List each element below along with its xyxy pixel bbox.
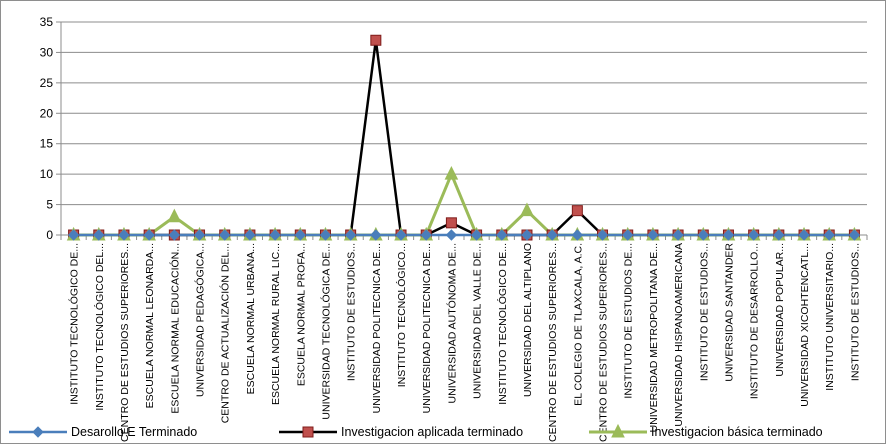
data-point bbox=[798, 229, 810, 241]
x-category-label: UNIVERSIDAD DEL ALTIPLANO bbox=[522, 243, 534, 397]
x-category-label: ESCUELA NORMAL EDUCACIÓN... bbox=[168, 243, 181, 414]
legend-label: Investigacion aplicada terminado bbox=[341, 425, 523, 439]
data-point bbox=[118, 229, 130, 241]
data-point bbox=[596, 229, 609, 241]
legend-item-0: Desarollo E Terminado bbox=[9, 425, 197, 439]
data-point bbox=[747, 229, 760, 241]
legend-marker bbox=[302, 426, 314, 438]
data-point bbox=[444, 166, 459, 180]
legend-label: Desarollo E Terminado bbox=[71, 425, 197, 439]
data-point bbox=[143, 229, 155, 241]
data-point bbox=[496, 229, 508, 241]
data-point bbox=[672, 229, 684, 241]
x-category-label: UNIVERSIDAD POLITECNICA DE... bbox=[421, 243, 433, 413]
x-category-label: UNIVERSIDAD AUTÓNOMA DE... bbox=[445, 243, 458, 403]
data-point bbox=[344, 229, 357, 241]
x-category-label: INSTITUTO TECNOLÓGICO DE... bbox=[496, 243, 509, 405]
y-tick-label: 20 bbox=[40, 106, 54, 120]
data-point bbox=[622, 229, 634, 241]
data-point bbox=[571, 229, 584, 241]
data-point bbox=[93, 229, 105, 241]
legend-marker bbox=[32, 426, 44, 438]
x-category-label: UNIVERSIDAD METROPOLITANA DE... bbox=[648, 243, 660, 432]
legend-item-1: Investigacion aplicada terminado bbox=[279, 425, 523, 439]
legend-label: Investigacion básica terminado bbox=[651, 425, 823, 439]
x-category-label: EL COLEGIO DE TLAXCALA, A.C. bbox=[572, 243, 584, 406]
data-point bbox=[823, 229, 835, 241]
y-tick-label: 0 bbox=[46, 228, 53, 242]
legend: Desarollo E Terminado Investigacion aplic… bbox=[9, 423, 823, 439]
x-axis-categories: INSTITUTO TECNOLÓGICO DE... INSTITUTO TEC… bbox=[60, 235, 868, 442]
data-point bbox=[67, 229, 80, 241]
x-category-label: UNIVERSIDAD SANTANDER bbox=[723, 243, 735, 382]
x-category-label: UNIVERSIDAD DEL VALLE DE... bbox=[472, 243, 484, 399]
data-point bbox=[219, 229, 231, 241]
data-point bbox=[546, 229, 558, 241]
x-category-label: INSTITUTO TECNOLÓGICO DE... bbox=[68, 243, 81, 405]
data-point bbox=[395, 229, 407, 241]
y-tick-label: 5 bbox=[46, 198, 53, 212]
y-tick-label: 35 bbox=[40, 15, 54, 29]
data-point bbox=[370, 34, 382, 46]
gridlines bbox=[61, 21, 867, 206]
x-category-label: INSTITUTO DE ESTUDIOS DE... bbox=[623, 243, 635, 399]
data-point bbox=[168, 229, 181, 241]
x-category-label: ESCUELA NORMAL RURAL LIC... bbox=[270, 243, 282, 405]
series-group bbox=[66, 34, 862, 241]
x-category-label: INSTITUTO TECNOLÓGICO... bbox=[395, 243, 408, 387]
data-point bbox=[244, 229, 256, 241]
x-category-label: CENTRO DE ESTUDIOS SUPERIORES... bbox=[598, 243, 610, 442]
x-category-label: UNIVERSIDAD PEDAGÓGICA... bbox=[194, 243, 207, 397]
data-point bbox=[773, 229, 785, 241]
data-point bbox=[571, 205, 583, 217]
y-tick-label: 15 bbox=[40, 137, 54, 151]
data-point bbox=[370, 229, 382, 241]
data-point bbox=[294, 229, 306, 241]
data-point bbox=[470, 229, 483, 241]
legend-item-2: Investigacion básica terminado bbox=[589, 423, 823, 439]
x-category-label: UNIVERSIDAD POPULAR... bbox=[774, 243, 786, 377]
x-category-label: UNIVERSIDAD TECNOLÓGICA DE... bbox=[319, 243, 332, 420]
x-category-label: ESCUELA NORMAL PROFA... bbox=[295, 243, 307, 386]
x-category-label: ESCUELA NORMAL LEONARDA... bbox=[144, 243, 156, 408]
data-point bbox=[697, 229, 709, 241]
x-category-label: UNIVERSIDAD HISPANOAMERICANA bbox=[673, 243, 685, 427]
series-markers-0 bbox=[67, 229, 861, 241]
data-point bbox=[520, 202, 534, 217]
y-tick-label: 30 bbox=[40, 45, 54, 59]
x-category-label: CENTRO DE ACTUALIZACIÓN DEL... bbox=[219, 243, 232, 423]
x-category-label: INSTITUTO DE DESARROLLO... bbox=[749, 243, 761, 399]
data-point bbox=[848, 229, 861, 241]
x-category-label: INSTITUTO UNIVERSITARIO... bbox=[824, 243, 836, 391]
x-category-label: INSTITUTO DE ESTUDIOS... bbox=[346, 243, 358, 381]
x-category-label: ESCUELA NORMAL URBANA... bbox=[245, 243, 257, 394]
x-category-label: INSTITUTO TECNOLÓGICO DEL... bbox=[93, 243, 106, 411]
legend-marker bbox=[611, 423, 625, 438]
data-point bbox=[647, 229, 659, 241]
y-axis-ticks: 0 5 10 15 20 25 30 35 bbox=[40, 15, 61, 242]
x-category-label: UNIVERSIDAD XICOHTENCATL... bbox=[799, 243, 811, 407]
y-tick-label: 25 bbox=[40, 76, 54, 90]
data-point bbox=[193, 229, 206, 241]
x-category-label: UNIVERSIDAD POLITECNICA DE... bbox=[371, 243, 383, 413]
x-category-label: CENTRO DE ESTUDIOS SUPERIORES... bbox=[119, 243, 131, 442]
x-category-label: CENTRO DE ESTUDIOS SUPERIORES... bbox=[547, 243, 559, 442]
data-point bbox=[722, 229, 735, 241]
x-category-label: INSTITUTO DE ESTUDIOS... bbox=[849, 243, 861, 381]
data-point bbox=[420, 229, 432, 241]
data-point bbox=[167, 208, 182, 223]
series-markers-1 bbox=[68, 34, 860, 241]
data-point bbox=[319, 229, 332, 241]
data-point bbox=[521, 229, 533, 241]
data-point bbox=[445, 229, 458, 241]
data-point bbox=[269, 229, 281, 241]
x-category-label: INSTITUTO DE ESTUDIOS... bbox=[698, 243, 710, 381]
data-point bbox=[445, 217, 457, 229]
y-tick-label: 10 bbox=[40, 167, 54, 181]
